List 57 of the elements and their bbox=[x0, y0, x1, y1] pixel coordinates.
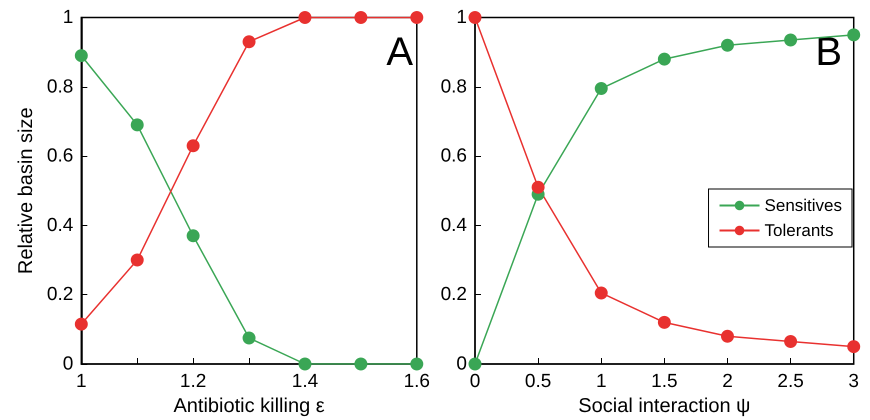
point bbox=[410, 11, 424, 24]
x-tick-label: 1.2 bbox=[180, 371, 206, 392]
legend-label: Sensitives bbox=[764, 196, 842, 215]
x-axis-title: Social interaction ψ bbox=[578, 394, 750, 417]
annotation: B bbox=[815, 30, 842, 74]
point bbox=[354, 11, 368, 24]
x-tick-label: 1 bbox=[596, 371, 607, 392]
point bbox=[242, 332, 256, 345]
x-tick-label: 1.6 bbox=[404, 371, 430, 392]
x-tick-label: 2 bbox=[722, 371, 733, 392]
point bbox=[74, 49, 88, 62]
x-tick-label: 1.4 bbox=[292, 371, 319, 392]
y-tick-label: 0.2 bbox=[46, 284, 74, 306]
point bbox=[410, 358, 424, 370]
point bbox=[130, 254, 144, 267]
legend-label: Tolerants bbox=[764, 221, 834, 240]
x-tick-label: 0 bbox=[470, 371, 480, 392]
y-tick-label: 1 bbox=[62, 7, 74, 28]
y-tick-label: 0.4 bbox=[46, 214, 74, 236]
point bbox=[532, 180, 545, 194]
y-tick-label: 0.6 bbox=[46, 146, 74, 167]
point bbox=[784, 34, 798, 47]
point bbox=[74, 318, 88, 331]
point bbox=[354, 358, 368, 370]
y-tick-label: 0.4 bbox=[440, 214, 468, 236]
point bbox=[242, 35, 256, 48]
x-tick-label: 1.5 bbox=[651, 371, 678, 392]
x-tick-label: 1 bbox=[76, 371, 87, 392]
point bbox=[658, 316, 671, 329]
y-tick-label: 0.8 bbox=[440, 76, 467, 98]
point bbox=[186, 139, 200, 152]
y-tick-label: 0.2 bbox=[440, 284, 467, 306]
point bbox=[720, 330, 734, 343]
point bbox=[298, 358, 312, 370]
x-tick-label: 3 bbox=[848, 371, 860, 392]
y-axis-title: Relative basin size bbox=[15, 107, 37, 274]
point bbox=[784, 334, 798, 348]
y-tick-label: 1 bbox=[456, 7, 467, 28]
point bbox=[720, 38, 734, 52]
point bbox=[298, 11, 312, 24]
point bbox=[186, 229, 200, 242]
y-tick-label: 0 bbox=[62, 354, 74, 374]
y-tick-label: 0 bbox=[456, 354, 467, 374]
point bbox=[130, 118, 144, 132]
x-tick-label: 0.5 bbox=[524, 371, 552, 392]
point bbox=[468, 358, 482, 370]
point bbox=[468, 11, 482, 24]
point bbox=[594, 286, 608, 300]
point bbox=[847, 340, 860, 354]
point bbox=[594, 82, 608, 96]
y-tick-label: 0.8 bbox=[46, 76, 74, 98]
point bbox=[658, 52, 671, 66]
x-tick-label: 2.5 bbox=[777, 371, 804, 392]
point bbox=[847, 28, 860, 42]
y-tick-label: 0.6 bbox=[440, 146, 467, 167]
x-axis-title: Antibiotic killing ε bbox=[173, 394, 325, 417]
annotation: A bbox=[386, 30, 414, 74]
